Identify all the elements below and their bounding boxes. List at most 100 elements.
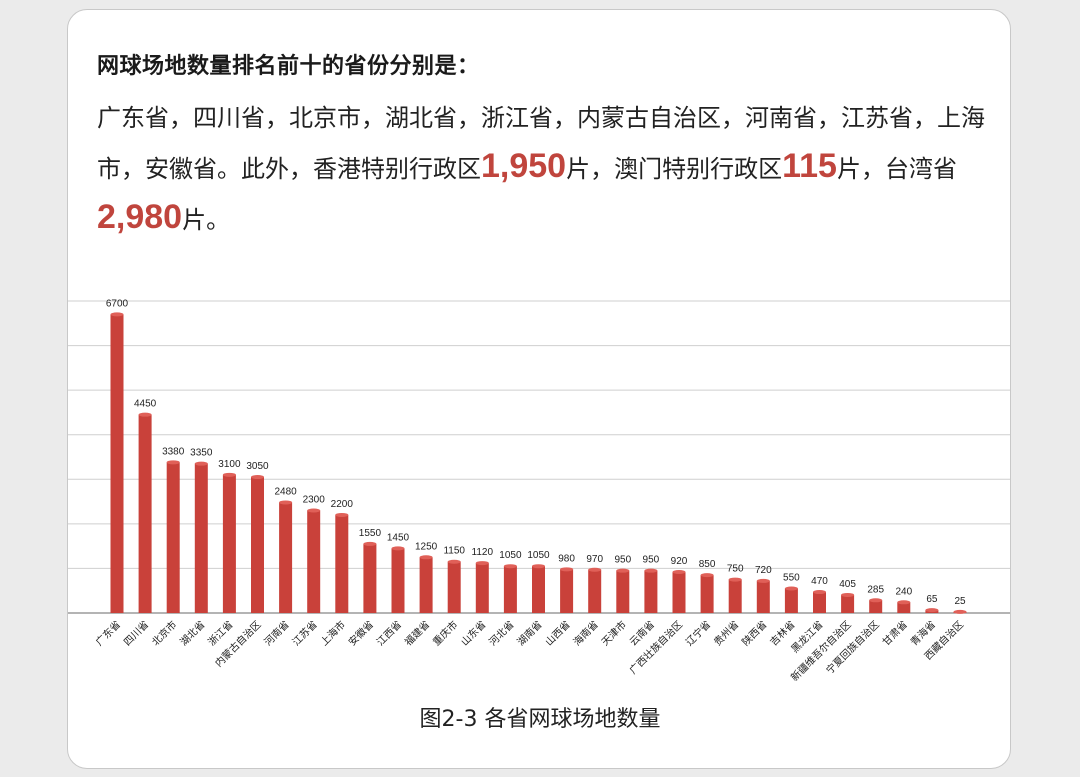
bar — [447, 561, 461, 613]
value-labels: 6700 4450 3380 3350 3100 3050 2480 2300 2200 1550… — [106, 298, 966, 607]
bar — [110, 314, 124, 613]
value-label: 25 — [954, 596, 966, 607]
bar-cap — [925, 608, 939, 613]
chart-caption: 图2-3 各省网球场地数量 — [419, 707, 661, 732]
category-label: 重庆市 — [430, 618, 460, 648]
bar-cap — [503, 564, 517, 569]
bar — [869, 600, 883, 613]
category-label: 内蒙古自治区 — [212, 618, 264, 670]
value-label: 470 — [811, 576, 828, 587]
bar-cap — [672, 569, 686, 574]
category-label: 湖南省 — [514, 618, 544, 648]
category-label: 上海市 — [318, 618, 348, 648]
bar-cap — [700, 573, 714, 578]
bar-cap — [363, 541, 377, 546]
category-label: 甘肃省 — [880, 618, 910, 648]
bar-cap — [784, 586, 798, 591]
bar-cap — [869, 598, 883, 603]
value-label: 1120 — [472, 547, 494, 558]
hong-kong-value: 1,950 — [481, 147, 567, 185]
bar — [194, 463, 208, 613]
bar-cap — [222, 472, 236, 477]
category-label: 辽宁省 — [683, 618, 713, 648]
value-label: 950 — [614, 555, 631, 566]
bar-cap — [391, 546, 405, 551]
category-label: 江苏省 — [289, 618, 319, 648]
bar-cap — [279, 500, 293, 505]
bar-cap — [532, 564, 545, 569]
bar — [813, 592, 826, 613]
macau-value: 115 — [782, 147, 837, 185]
category-label: 河南省 — [261, 618, 291, 648]
bar — [419, 557, 433, 613]
value-label: 980 — [558, 553, 575, 564]
bar — [307, 510, 321, 613]
bar-cap — [475, 561, 489, 566]
value-label: 1450 — [387, 532, 410, 543]
bar — [391, 548, 405, 613]
value-label: 285 — [867, 584, 884, 595]
bar — [166, 462, 180, 613]
bar — [363, 543, 377, 613]
bar-cap — [307, 508, 321, 513]
category-label: 天津市 — [599, 618, 629, 648]
category-label: 福建省 — [402, 618, 432, 648]
value-label: 950 — [643, 555, 660, 566]
bar-cap — [897, 600, 911, 605]
bar — [475, 563, 489, 613]
bar-cap — [953, 609, 967, 614]
bar-cap — [756, 578, 770, 583]
category-label: 河北省 — [486, 618, 516, 648]
value-label: 405 — [839, 579, 856, 590]
category-label: 广东省 — [93, 618, 123, 648]
bar — [560, 569, 574, 613]
category-label: 四川省 — [121, 618, 151, 648]
bar-cap — [138, 412, 152, 417]
report-card: 网球场地数量排名前十的省份分别是： 广东省，四川省，北京市，湖北省，浙江省，内蒙… — [67, 9, 1011, 769]
category-label: 湖北省 — [177, 618, 207, 648]
category-label: 江西省 — [374, 618, 404, 648]
value-label: 4450 — [134, 399, 157, 410]
value-label: 3100 — [218, 459, 241, 470]
bar — [672, 571, 686, 613]
value-label: 920 — [671, 556, 688, 567]
value-label: 550 — [783, 572, 800, 583]
bar — [728, 579, 742, 613]
bar-cap — [110, 312, 124, 317]
bar-cap — [616, 568, 630, 573]
value-label: 3050 — [246, 461, 269, 472]
intro-text-part3: 片，台湾省 — [836, 155, 957, 183]
value-label: 850 — [699, 559, 716, 570]
value-label: 1550 — [359, 528, 382, 539]
intro-paragraph: 广东省，四川省，北京市，湖北省，浙江省，内蒙古自治区，河南省，江苏省，上海市，安… — [97, 94, 997, 244]
value-label: 1250 — [415, 541, 438, 552]
value-label: 65 — [926, 594, 938, 605]
bar-cap — [166, 460, 180, 465]
category-label: 北京市 — [149, 618, 179, 648]
category-label: 安徽省 — [346, 618, 376, 648]
bar — [616, 570, 630, 613]
bar-cap — [419, 555, 433, 560]
value-label: 720 — [755, 565, 772, 576]
value-label: 2200 — [331, 499, 354, 510]
intro-text-part4: 片。 — [182, 206, 231, 234]
value-label: 240 — [895, 586, 912, 597]
value-label: 6700 — [106, 298, 129, 309]
category-label: 山东省 — [458, 618, 488, 648]
bar — [897, 602, 911, 613]
bar-cap — [335, 512, 349, 517]
bar-cap — [841, 592, 855, 597]
value-label: 1050 — [527, 550, 550, 561]
bar-cap — [447, 559, 461, 564]
bar — [644, 570, 658, 613]
bar — [700, 575, 714, 613]
value-label: 750 — [727, 564, 744, 575]
bar — [279, 502, 293, 613]
value-label: 3350 — [190, 448, 213, 459]
category-labels: 广东省 四川省 北京市 湖北省 浙江省内蒙古自治区 河南省 江苏省 上海市 安徽省 江西省 福建省重… — [93, 618, 966, 684]
bar — [588, 569, 602, 613]
bar — [503, 566, 517, 613]
bar-cap — [194, 461, 208, 466]
category-label: 贵州省 — [711, 618, 741, 648]
bar-cap — [251, 475, 264, 480]
